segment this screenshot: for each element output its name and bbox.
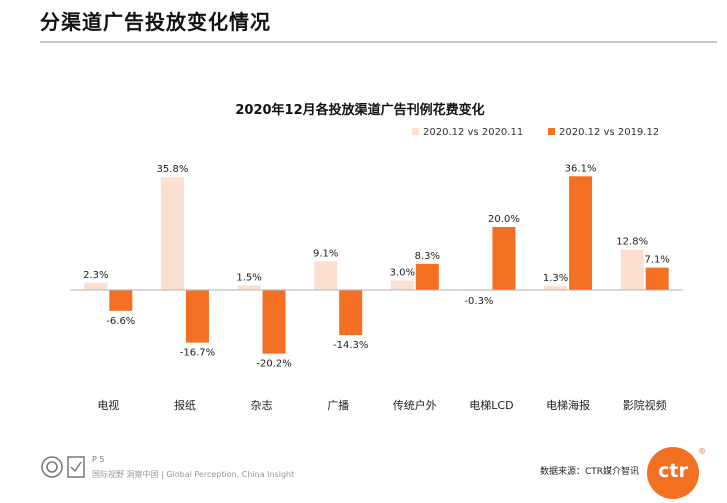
bars-layer	[84, 176, 669, 354]
page-title: 分渠道广告投放变化情况	[40, 10, 271, 34]
bar-1-1	[84, 282, 108, 290]
bar-2-8	[645, 267, 669, 290]
category-label-2: 报纸	[174, 398, 196, 412]
registered-mark: ®	[698, 447, 706, 456]
bar-2-7	[569, 176, 593, 290]
bar-1-5	[390, 280, 414, 290]
data-label-1-3: 1.5%	[236, 272, 261, 283]
legend-label-2: 2020.12 vs 2019.12	[559, 127, 659, 138]
legend-swatch-2	[548, 128, 555, 135]
legend-swatch-1	[412, 128, 419, 135]
bar-chart: 2020年12月各投放渠道广告刊例花费变化 2020.12 vs 2020.11…	[70, 102, 683, 412]
data-label-1-4: 9.1%	[313, 248, 338, 259]
bar-1-7	[544, 285, 568, 290]
category-label-6: 电梯LCD	[469, 399, 513, 412]
data-label-2-5: 8.3%	[415, 251, 440, 262]
data-label-1-6: -0.3%	[464, 296, 493, 307]
data-source: 数据来源：CTR媒介智讯	[540, 467, 640, 477]
bar-2-4	[339, 290, 363, 336]
category-label-8: 影院视频	[623, 398, 667, 412]
bar-1-2	[160, 177, 184, 290]
data-label-2-6: 20.0%	[488, 214, 520, 225]
data-label-1-7: 1.3%	[543, 273, 568, 284]
labels-layer: 2.3% -6.6% 电视 35.8% -16.7% 报纸 1.5% -20.2% 杂志 9.1%…	[83, 163, 670, 412]
data-label-2-3: -20.2%	[256, 359, 291, 370]
page-number: P 5	[92, 455, 105, 464]
data-label-2-2: -16.7%	[180, 348, 215, 359]
data-label-2-7: 36.1%	[565, 163, 597, 174]
data-label-2-8: 7.1%	[644, 255, 669, 266]
bar-1-8	[620, 249, 644, 290]
bar-2-5	[415, 263, 439, 290]
data-label-1-2: 35.8%	[157, 164, 189, 175]
category-label-7: 电梯海报	[546, 398, 590, 412]
footer-slogan: 国际视野 洞察中国 | Global Perception, China Ins…	[92, 470, 295, 479]
bar-1-3	[237, 285, 261, 290]
category-label-3: 杂志	[251, 399, 273, 412]
chart-title: 2020年12月各投放渠道广告刊例花费变化	[235, 102, 484, 118]
bar-2-3	[262, 290, 286, 354]
category-label-1: 电视	[97, 398, 119, 412]
data-label-1-5: 3.0%	[390, 268, 415, 279]
ctr-logo: ctr	[647, 447, 699, 499]
legend-label-1: 2020.12 vs 2020.11	[423, 127, 523, 138]
data-label-2-1: -6.6%	[106, 316, 135, 327]
chart-legend: 2020.12 vs 2020.11 2020.12 vs 2019.12	[412, 127, 659, 138]
bar-2-6	[492, 227, 516, 290]
title-divider	[40, 41, 717, 43]
bar-2-1	[109, 290, 133, 311]
category-label-4: 广播	[327, 398, 349, 412]
data-label-2-4: -14.3%	[333, 340, 368, 351]
data-label-1-1: 2.3%	[83, 270, 108, 281]
bar-2-2	[185, 290, 209, 343]
category-label-5: 传统户外	[393, 398, 437, 412]
data-label-1-8: 12.8%	[616, 237, 648, 248]
certification-logos	[41, 456, 85, 478]
bar-1-4	[314, 261, 338, 290]
